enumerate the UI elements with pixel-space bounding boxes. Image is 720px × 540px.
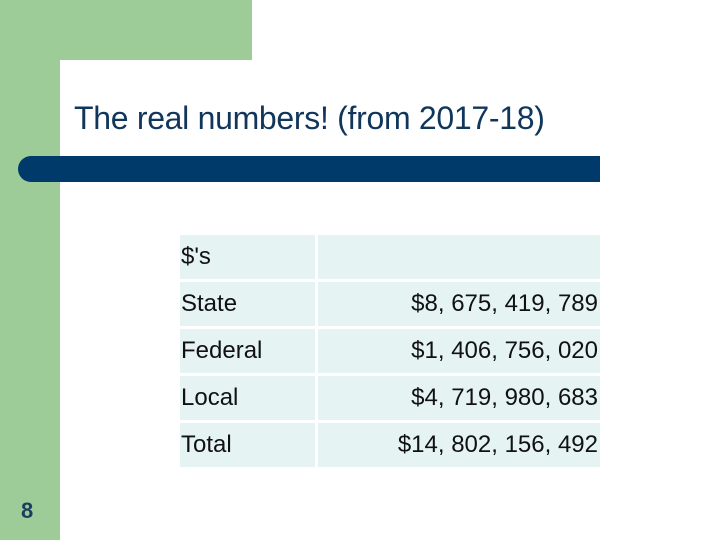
slide-page-number: 8: [21, 498, 34, 523]
table-row: State $8, 675, 419, 789: [180, 282, 600, 326]
row-label-state: State: [180, 282, 315, 326]
table-row: Local $4, 719, 980, 683: [180, 376, 600, 420]
row-label-local: Local: [180, 376, 315, 420]
funding-table: $'s State $8, 675, 419, 789 Federal $1, …: [180, 235, 600, 470]
table-row: Federal $1, 406, 756, 020: [180, 329, 600, 373]
table-header-row: $'s: [180, 235, 600, 279]
row-value-federal: $1, 406, 756, 020: [318, 329, 600, 373]
green-top-band: [0, 0, 252, 60]
row-label-federal: Federal: [180, 329, 315, 373]
title-underline-bar: [18, 156, 600, 182]
slide-title: The real numbers! (from 2017-18): [74, 100, 545, 136]
row-value-local: $4, 719, 980, 683: [318, 376, 600, 420]
row-value-total: $14, 802, 156, 492: [318, 423, 600, 467]
row-value-state: $8, 675, 419, 789: [318, 282, 600, 326]
green-side-band: [0, 0, 60, 540]
table-header-label: $'s: [180, 235, 315, 279]
table-header-value: [318, 235, 600, 279]
table-row: Total $14, 802, 156, 492: [180, 423, 600, 467]
row-label-total: Total: [180, 423, 315, 467]
rounded-corner: [60, 60, 104, 104]
